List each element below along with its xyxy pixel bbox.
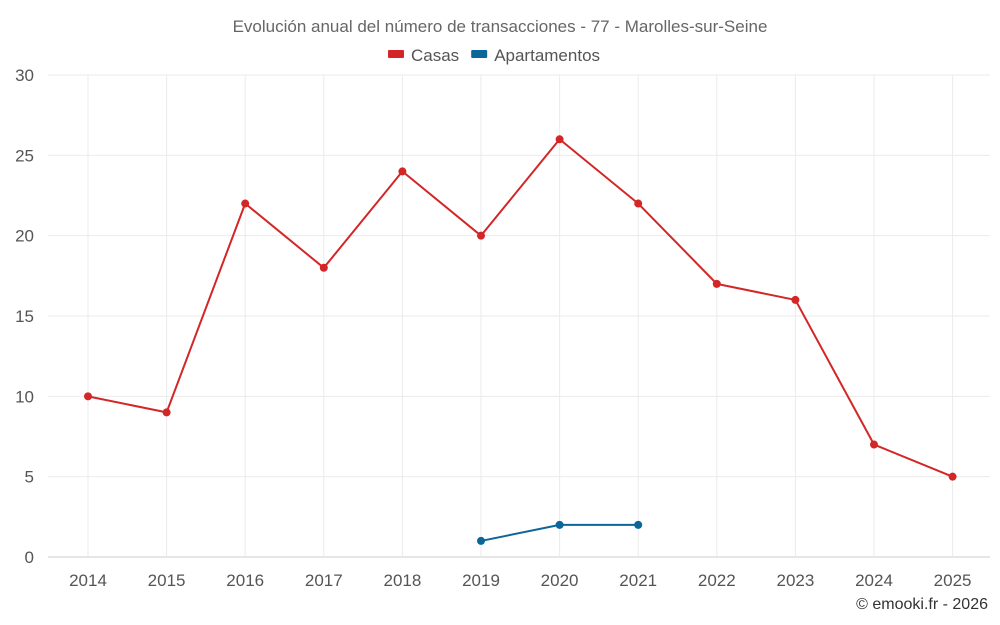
data-point-casas-2021[interactable]	[634, 199, 643, 208]
series-line-casas	[87, 138, 953, 478]
y-tick-label: 10	[15, 387, 34, 406]
data-point-apartamentos-2019[interactable]	[477, 536, 485, 545]
legend-label-apartamentos[interactable]: Apartamentos	[494, 46, 600, 65]
x-tick-label: 2022	[698, 571, 736, 590]
data-point-casas-2016[interactable]	[241, 199, 250, 208]
y-axis: 0 5 10 15 20 25 30	[15, 66, 34, 567]
x-tick-label: 2021	[619, 571, 657, 590]
data-point-casas-2025[interactable]	[948, 472, 957, 481]
data-point-apartamentos-2021[interactable]	[634, 520, 643, 529]
y-tick-label: 15	[15, 307, 34, 326]
x-tick-label: 2020	[541, 571, 579, 590]
data-point-casas-2020[interactable]	[555, 135, 564, 144]
data-point-casas-2022[interactable]	[712, 279, 721, 288]
legend: Casas Apartamentos	[388, 46, 600, 65]
x-tick-label: 2018	[383, 571, 421, 590]
data-point-casas-2017[interactable]	[319, 263, 328, 272]
legend-swatch-apartamentos	[471, 50, 488, 58]
x-tick-label: 2014	[69, 571, 107, 590]
data-point-casas-2024[interactable]	[870, 440, 878, 449]
x-tick-label: 2017	[305, 571, 343, 590]
data-point-casas-2014[interactable]	[84, 392, 92, 401]
x-axis: 2014 2015 2016 2017 2018 2019 2020 2021 2022 2023…	[69, 571, 971, 590]
chart-title: Evolución anual del número de transaccio…	[233, 17, 768, 36]
y-tick-label: 25	[15, 146, 34, 165]
y-tick-label: 0	[25, 548, 34, 567]
copyright-footer: © emooki.fr - 2026	[856, 596, 988, 613]
data-point-casas-2019[interactable]	[477, 231, 485, 240]
grid	[48, 74, 990, 558]
y-tick-label: 30	[15, 66, 34, 85]
data-point-apartamentos-2020[interactable]	[555, 520, 564, 529]
y-tick-label: 20	[15, 227, 34, 246]
x-tick-label: 2024	[855, 571, 893, 590]
x-tick-label: 2025	[934, 571, 972, 590]
y-tick-label: 5	[25, 468, 34, 487]
x-tick-label: 2023	[776, 571, 814, 590]
series-group	[84, 135, 957, 545]
data-point-casas-2018[interactable]	[398, 167, 407, 176]
legend-label-casas[interactable]: Casas	[411, 46, 459, 65]
x-tick-label: 2016	[226, 571, 264, 590]
legend-swatch-casas	[388, 50, 404, 58]
data-point-casas-2023[interactable]	[791, 295, 800, 304]
x-tick-label: 2015	[148, 571, 186, 590]
x-tick-label: 2019	[462, 571, 500, 590]
data-point-casas-2015[interactable]	[162, 408, 171, 417]
